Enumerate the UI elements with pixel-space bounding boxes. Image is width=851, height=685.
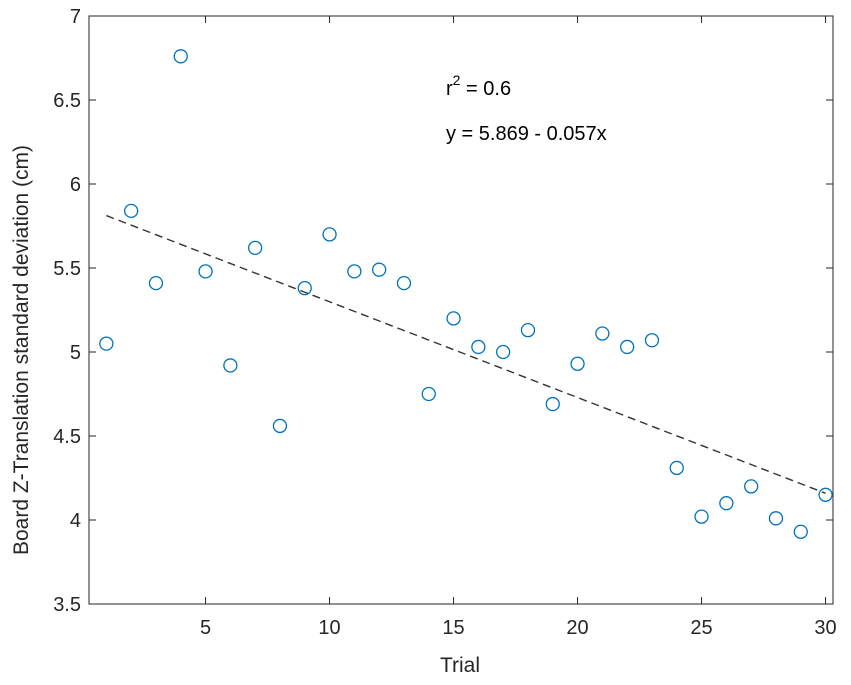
axis-ticks: 5 10 15 20 25 30 3.5 4 4.5 5 5.5 6 6.5 7 xyxy=(53,6,836,639)
data-point xyxy=(322,227,337,242)
data-point xyxy=(272,418,288,434)
plot-area xyxy=(88,15,834,605)
plot-frame xyxy=(88,15,834,605)
data-point xyxy=(148,275,164,291)
y-tick-label: 6 xyxy=(70,174,81,196)
data-point xyxy=(545,396,560,412)
r-squared-annotation: r2 = 0.6 xyxy=(446,72,511,100)
data-point xyxy=(719,496,734,511)
data-point xyxy=(248,240,263,255)
x-tick-label: 30 xyxy=(814,617,836,639)
data-point xyxy=(620,339,635,355)
x-tick-label: 20 xyxy=(566,617,588,639)
data-point xyxy=(99,336,114,351)
data-point xyxy=(595,326,610,341)
y-tick-label: 6.5 xyxy=(53,90,81,112)
data-point xyxy=(818,487,833,502)
trendline xyxy=(106,214,826,494)
data-point xyxy=(421,386,436,402)
x-axis-label: Trial xyxy=(440,654,480,677)
data-point xyxy=(694,509,709,524)
data-point xyxy=(446,311,461,326)
data-point xyxy=(347,264,362,279)
data-point xyxy=(793,524,808,539)
data-point xyxy=(223,358,238,373)
data-point xyxy=(173,49,188,64)
data-point xyxy=(644,333,660,348)
y-tick-label: 5 xyxy=(70,342,81,364)
y-tick-label: 7 xyxy=(70,6,81,28)
regression-equation: y = 5.869 - 0.057x xyxy=(446,123,607,145)
data-point xyxy=(124,203,139,219)
data-point xyxy=(471,339,486,355)
data-point xyxy=(198,264,213,279)
x-tick-label: 25 xyxy=(690,617,712,639)
data-point xyxy=(520,323,536,338)
data-point xyxy=(297,281,312,296)
data-point xyxy=(496,344,511,360)
data-point xyxy=(372,262,387,277)
data-point xyxy=(669,460,684,476)
r-squared-prefix: r xyxy=(446,78,453,100)
data-point xyxy=(570,356,585,371)
y-tick-label: 4 xyxy=(70,510,81,532)
data-point xyxy=(396,275,412,291)
y-tick-label: 5.5 xyxy=(53,258,81,280)
y-tick-label: 3.5 xyxy=(53,594,81,616)
trendline-layer xyxy=(106,214,826,494)
x-tick-label: 15 xyxy=(442,617,464,639)
y-axis-label: Board Z-Translation standard deviation (… xyxy=(10,145,33,555)
r-squared-superscript: 2 xyxy=(453,72,461,88)
y-tick-label: 4.5 xyxy=(53,426,81,448)
r-squared-value: = 0.6 xyxy=(460,78,511,100)
data-point xyxy=(768,511,784,526)
data-points xyxy=(99,49,833,539)
data-point xyxy=(744,479,759,494)
x-tick-label: 5 xyxy=(200,617,211,639)
x-tick-label: 10 xyxy=(318,617,340,639)
